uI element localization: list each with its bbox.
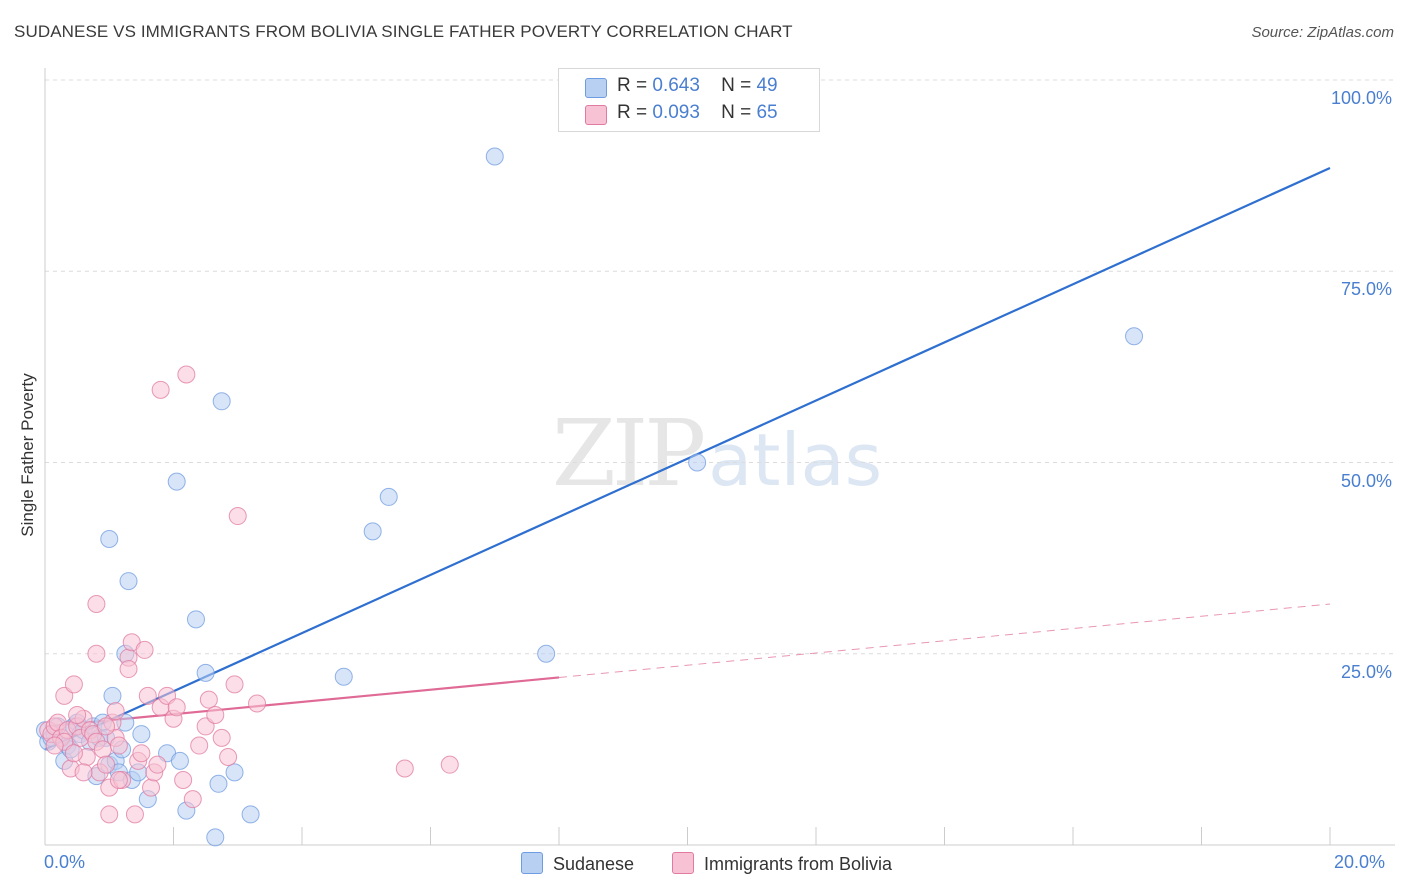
data-points	[36, 147, 1144, 847]
sudanese-point	[196, 663, 215, 682]
watermark-zip: ZIP	[552, 400, 706, 507]
sudanese-point	[1125, 327, 1144, 346]
bolivia-point	[87, 595, 106, 614]
bolivia-point	[248, 694, 267, 713]
sudanese-point	[379, 487, 398, 506]
bolivia-point	[177, 365, 196, 384]
bolivia-point	[167, 698, 186, 717]
bolivia-point	[55, 686, 74, 705]
bottom-legend-label-bolivia: Immigrants from Bolivia	[704, 854, 893, 874]
sudanese-point	[170, 751, 189, 770]
bolivia-point	[135, 640, 154, 659]
bolivia-point	[109, 736, 128, 755]
sudanese-point	[206, 828, 225, 847]
legend-r-label: R =	[617, 102, 648, 123]
sudanese-point	[225, 763, 244, 782]
bolivia-point	[87, 644, 106, 663]
legend-r-value-sudanese: 0.643	[652, 75, 700, 96]
x-tick-label-min: 0.0%	[44, 852, 86, 872]
y-tick-label-50: 50.0%	[1340, 470, 1392, 491]
correlation-legend: R = 0.643 N = 49 R = 0.093 N = 65	[558, 68, 820, 132]
bolivia-point	[68, 705, 87, 724]
sudanese-point	[241, 805, 260, 824]
y-tick-label-25: 25.0%	[1340, 661, 1392, 682]
bolivia-point	[138, 686, 157, 705]
sudanese-point	[119, 572, 138, 591]
bolivia-point	[219, 748, 238, 767]
sudanese-trendline	[44, 166, 1331, 751]
bolivia-point	[174, 770, 193, 789]
bolivia-point	[440, 755, 459, 774]
x-tick-label-max: 20.0%	[1334, 852, 1386, 872]
sudanese-point	[209, 774, 228, 793]
bolivia-point	[395, 759, 414, 778]
bolivia-trendline-extension	[558, 603, 1331, 678]
sudanese-point	[363, 522, 382, 541]
bottom-legend-sudanese: Sudanese	[521, 852, 634, 875]
bolivia-point	[142, 778, 161, 797]
sudanese-point	[537, 644, 556, 663]
bolivia-point	[183, 790, 202, 809]
sudanese-point	[103, 686, 122, 705]
sudanese-point	[100, 530, 119, 548]
sudanese-point	[334, 667, 353, 686]
bolivia-point	[199, 690, 218, 709]
bolivia-point	[228, 507, 247, 526]
bolivia-point	[100, 805, 119, 824]
bottom-legend-swatch-bolivia	[672, 852, 694, 874]
bolivia-point	[196, 717, 215, 736]
bolivia-point	[74, 763, 93, 782]
bolivia-point	[206, 705, 225, 724]
bottom-legend-bolivia: Immigrants from Bolivia	[672, 852, 892, 875]
bolivia-point	[225, 675, 244, 694]
legend-swatch-bolivia	[585, 105, 607, 125]
bolivia-point	[64, 675, 83, 694]
legend-r-label: R =	[617, 75, 648, 96]
watermark: ZIPatlas	[552, 400, 882, 507]
bolivia-point	[97, 755, 116, 774]
watermark-atlas: atlas	[708, 418, 883, 502]
sudanese-point	[485, 147, 504, 166]
bolivia-point	[125, 805, 144, 824]
bolivia-point	[158, 686, 177, 705]
sudanese-point	[688, 453, 707, 472]
bolivia-point	[151, 380, 170, 399]
bolivia-point	[212, 728, 231, 747]
bolivia-point	[64, 744, 83, 763]
sudanese-point	[186, 610, 205, 629]
sudanese-point	[167, 472, 186, 491]
bolivia-point	[148, 755, 167, 774]
trendlines	[44, 166, 1331, 751]
gridlines	[45, 79, 1395, 655]
legend-n-label: N =	[721, 102, 752, 123]
legend-n-value-sudanese: 49	[756, 75, 778, 96]
bolivia-point	[106, 702, 125, 721]
source-label: Source: ZipAtlas.com	[1251, 24, 1394, 41]
bolivia-point	[45, 736, 64, 755]
bolivia-point	[132, 744, 151, 763]
sudanese-point	[132, 725, 151, 744]
sudanese-point	[212, 392, 231, 411]
legend-swatch-sudanese	[585, 78, 607, 98]
legend-n-value-bolivia: 65	[756, 102, 778, 123]
bottom-legend-label-sudanese: Sudanese	[553, 854, 635, 874]
axes	[44, 68, 1395, 846]
bolivia-point	[190, 736, 209, 755]
y-tick-label-75: 75.0%	[1340, 279, 1392, 300]
bolivia-point	[119, 660, 138, 679]
bolivia-point	[97, 717, 116, 736]
legend-n-label: N =	[721, 75, 752, 96]
y-tick-label-100: 100.0%	[1330, 88, 1392, 108]
legend-r-value-bolivia: 0.093	[652, 102, 700, 123]
bolivia-point	[109, 770, 128, 789]
chart-title: SUDANESE VS IMMIGRANTS FROM BOLIVIA SING…	[14, 22, 793, 41]
bottom-legend-swatch-sudanese	[521, 852, 543, 874]
